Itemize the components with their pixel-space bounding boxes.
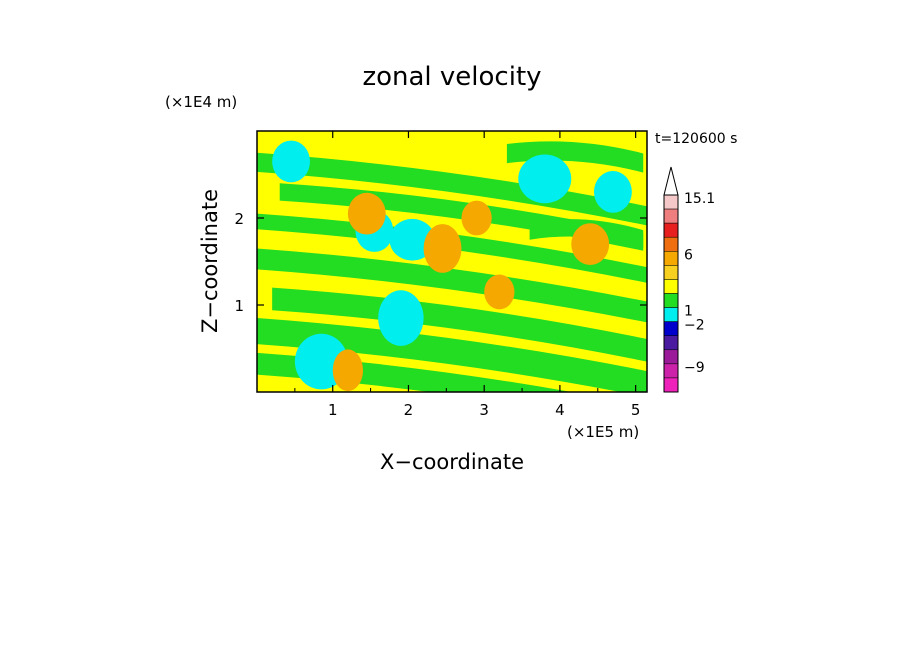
x-tick-label: 1	[328, 401, 338, 419]
colorbar-bin	[663, 321, 679, 336]
colorbar-bin	[663, 194, 679, 210]
x-unit-label: (×1E5 m)	[567, 423, 639, 441]
velocity-core	[518, 154, 572, 204]
velocity-band	[506, 141, 644, 173]
colorbar-bin	[663, 349, 679, 365]
colorbar-bin	[663, 222, 679, 238]
colorbar-bin	[663, 335, 679, 351]
velocity-band	[257, 248, 647, 323]
velocity-band	[257, 152, 647, 226]
velocity-core	[461, 200, 492, 236]
chart-title: zonal velocity	[362, 62, 541, 92]
y-unit-label: (×1E4 m)	[165, 93, 237, 111]
velocity-core	[389, 218, 435, 261]
y-tick-label: 1	[234, 297, 244, 315]
colorbar-bin	[663, 293, 679, 308]
x-tick-label: 5	[631, 401, 641, 419]
velocity-core	[484, 274, 515, 310]
x-tick-label: 3	[479, 401, 489, 419]
colorbar-bin	[663, 251, 679, 266]
time-label: t=120600 s	[655, 131, 737, 147]
velocity-band	[257, 318, 647, 392]
velocity-bands	[257, 140, 647, 392]
x-axis-ticks: 1 2 3 4 5	[294, 131, 641, 419]
velocity-core	[272, 140, 311, 183]
colorbar-frame	[663, 194, 679, 393]
colorbar-bin	[663, 265, 679, 280]
colorbar-bin	[663, 363, 679, 379]
colorbar: 15.1 6 1−2 −9	[663, 166, 715, 393]
velocity-core	[571, 223, 610, 265]
colorbar-bin	[663, 307, 679, 322]
colorbar-bin	[663, 377, 679, 393]
velocity-band	[272, 287, 647, 362]
x-tick-label: 2	[404, 401, 414, 419]
y-axis-ticks: 12	[234, 210, 647, 315]
x-axis-label: X−coordinate	[380, 450, 524, 474]
colorbar-bin	[663, 279, 679, 294]
x-tick-label: 4	[555, 401, 565, 419]
velocity-core	[378, 290, 424, 346]
colorbar-arrow	[663, 166, 679, 196]
plot-frame	[256, 130, 648, 393]
velocity-core	[332, 349, 364, 392]
colorbar-label: 15.1	[684, 191, 715, 207]
plot-area	[257, 131, 647, 392]
velocity-core	[347, 192, 386, 235]
colorbar-label: −9	[684, 360, 705, 376]
colorbar-bin	[663, 236, 679, 252]
velocity-core	[593, 171, 632, 213]
colorbar-bin	[663, 208, 679, 224]
colorbar-label: −2	[684, 318, 705, 334]
colorbar-label: 6	[684, 247, 693, 263]
y-tick-label: 2	[234, 210, 244, 228]
colorbar-label: 1	[684, 304, 693, 320]
y-axis-label: Z−coordinate	[198, 189, 222, 333]
velocity-core	[423, 224, 462, 273]
